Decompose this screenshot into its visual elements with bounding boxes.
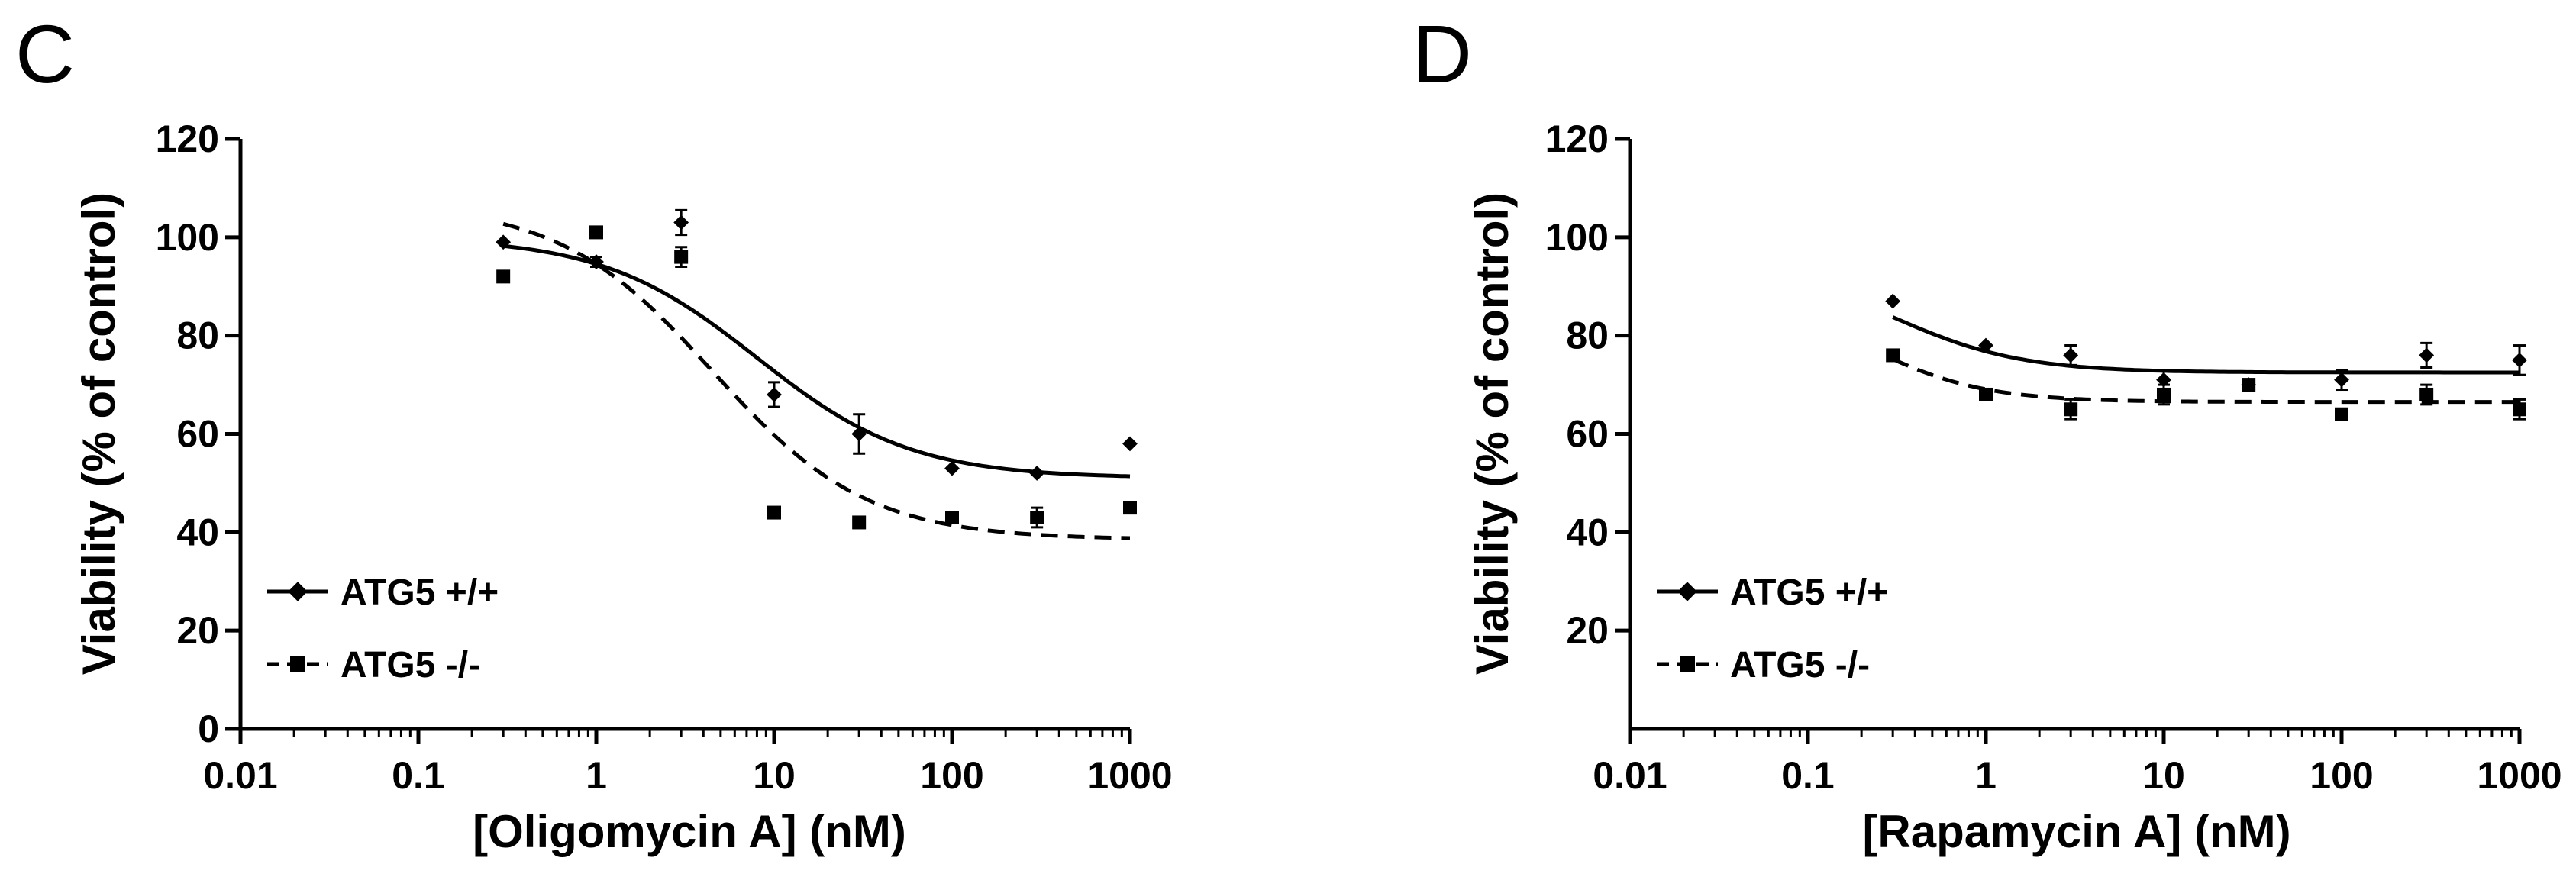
data-point-square (767, 505, 781, 520)
data-point-square (2513, 402, 2526, 417)
y-tick-label: 40 (176, 511, 219, 553)
y-tick-label: 80 (176, 314, 219, 357)
x-tick-label: 100 (2310, 754, 2373, 797)
data-point-square (2419, 387, 2434, 401)
data-point-diamond (496, 234, 512, 250)
data-point-diamond (2334, 372, 2349, 388)
data-point-diamond (2419, 347, 2435, 363)
data-point-diamond (767, 387, 782, 402)
x-tick-label: 1 (586, 754, 607, 797)
legend-marker-square (1680, 656, 1695, 672)
data-point-square (1979, 387, 1993, 401)
data-point-square (589, 225, 603, 240)
data-point-square (2064, 402, 2078, 417)
fit-curve-atg5-wt (502, 243, 1131, 479)
data-point-diamond (1122, 436, 1138, 452)
y-tick-label: 80 (1566, 314, 1609, 357)
legend-marker-diamond (1677, 582, 1697, 601)
chart-panel-d: D 0.01 0.1 1 10 100 1000 20 40 60 80 100 120 [Rapam… (1412, 8, 2562, 857)
data-point-diamond (589, 254, 604, 269)
x-tick-label: 100 (920, 754, 983, 797)
data-point-square (2157, 387, 2171, 401)
y-tick-label: 20 (1566, 609, 1609, 652)
data-point-square (852, 515, 867, 530)
y-tick-label: 100 (156, 216, 219, 259)
data-point-square (2242, 378, 2256, 392)
fit-curves (502, 221, 1131, 540)
legend-marker-square (290, 656, 305, 672)
legend-marker-diamond (288, 582, 308, 601)
error-bars (2064, 341, 2526, 421)
x-tick-label: 10 (2142, 754, 2185, 797)
y-tick-label: 100 (1545, 216, 1609, 259)
data-point-diamond (2156, 372, 2171, 388)
legend-label-atg5-wt: ATG5 +/+ (1730, 572, 1888, 613)
fit-curve-atg5-wt (1892, 315, 2520, 375)
data-point-diamond (2512, 352, 2527, 368)
panel-label-d: D (1412, 8, 1472, 100)
data-point-diamond (1978, 337, 1993, 353)
x-axis-title: [Oligomycin A] (nM) (473, 806, 906, 857)
y-tick-label: 20 (176, 609, 219, 652)
y-tick-label: 60 (1566, 413, 1609, 456)
data-point-diamond (673, 214, 689, 231)
data-point-square (674, 250, 689, 264)
x-tick-label: 0.01 (203, 754, 277, 797)
x-tick-label: 0.01 (1593, 754, 1667, 797)
y-tick-label: 120 (1545, 118, 1609, 160)
data-point-square (1030, 511, 1044, 525)
fit-curves (1892, 315, 2520, 405)
y-tick-label: 120 (156, 118, 219, 160)
x-tick-label: 1000 (1087, 754, 1172, 797)
data-point-square (945, 511, 959, 525)
x-tick-label: 1000 (2477, 754, 2561, 797)
axis-ticks: 0.01 0.1 1 10 100 1000 20 40 60 80 100 120 (1545, 118, 2562, 797)
data-point-diamond (1029, 466, 1045, 481)
legend: ATG5 +/+ ATG5 -/- (267, 572, 499, 685)
data-points (1885, 293, 2527, 421)
fit-curve-atg5-ko (502, 221, 1131, 540)
data-point-square (1886, 348, 1900, 363)
data-point-diamond (2063, 347, 2079, 363)
data-points (496, 214, 1138, 530)
error-bars (590, 208, 1044, 529)
legend: ATG5 +/+ ATG5 -/- (1657, 572, 1888, 685)
data-point-diamond (944, 460, 960, 476)
data-point-square (1123, 501, 1137, 515)
x-tick-label: 0.1 (1781, 754, 1835, 797)
data-point-square (496, 269, 511, 284)
x-axis-title: [Rapamycin A] (nM) (1862, 806, 2290, 857)
y-axis-title: Viability (% of control) (1467, 192, 1518, 675)
x-tick-label: 0.1 (392, 754, 445, 797)
y-tick-label: 60 (176, 413, 219, 456)
y-tick-label: 40 (1566, 511, 1609, 553)
fit-curve-atg5-ko (1892, 357, 2520, 405)
axis-ticks: 0.01 0.1 1 10 100 1000 0 20 40 60 80 100 120 (156, 118, 1173, 797)
x-tick-label: 1 (1975, 754, 1997, 797)
x-tick-label: 10 (753, 754, 796, 797)
y-axis-title: Viability (% of control) (73, 192, 124, 675)
legend-label-atg5-ko: ATG5 -/- (1730, 645, 1870, 685)
data-point-diamond (851, 426, 867, 442)
data-point-diamond (1885, 293, 1901, 309)
legend-label-atg5-wt: ATG5 +/+ (341, 572, 499, 613)
data-point-square (2335, 407, 2348, 421)
legend-label-atg5-ko: ATG5 -/- (341, 645, 480, 685)
chart-panel-c: C 0.01 0.1 1 10 100 1000 0 20 40 60 80 100 120 [Olig… (15, 8, 1173, 857)
panel-label-c: C (15, 8, 75, 100)
y-tick-label: 0 (198, 708, 219, 750)
